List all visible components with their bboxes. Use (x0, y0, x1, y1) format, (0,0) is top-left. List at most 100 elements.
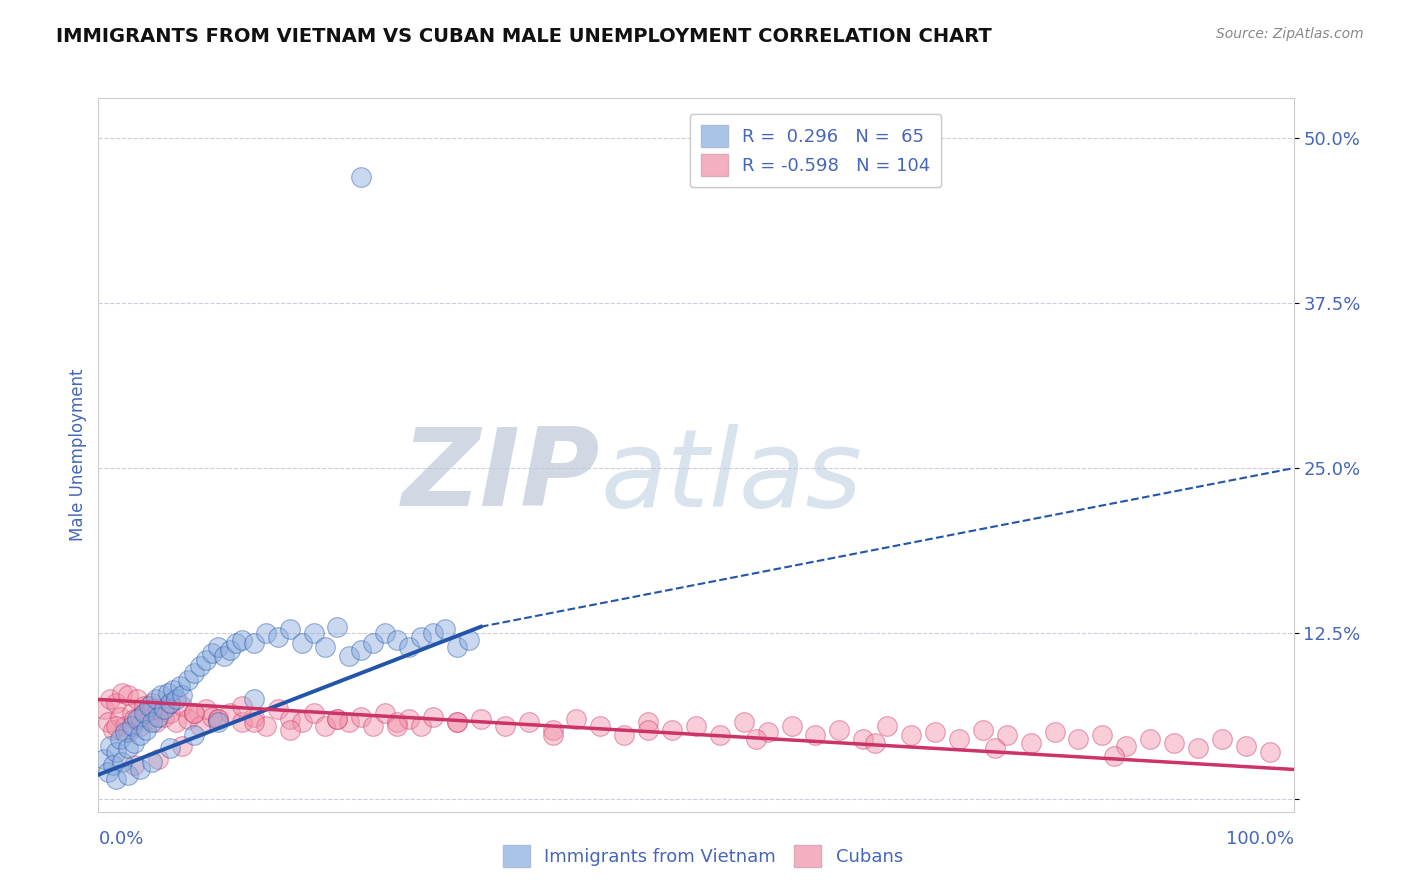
Point (117, 725, 139, 739)
Text: 100.0%: 100.0% (1226, 830, 1294, 847)
Point (105, 772, 128, 786)
Point (121, 706, 143, 720)
Point (105, 745, 128, 759)
Point (326, 712, 349, 726)
Point (900, 728, 922, 742)
Point (661, 723, 683, 737)
Point (165, 714, 187, 729)
Point (141, 755, 163, 769)
Point (565, 712, 588, 726)
Point (1067, 732, 1090, 747)
Legend: Immigrants from Vietnam, Cubans: Immigrants from Vietnam, Cubans (496, 838, 910, 874)
Point (1258, 745, 1281, 759)
Point (1115, 739, 1137, 753)
Point (637, 714, 659, 729)
Point (267, 701, 290, 715)
Legend: R =  0.296   N =  65, R = -0.598   N = 104: R = 0.296 N = 65, R = -0.598 N = 104 (690, 114, 941, 187)
Point (207, 714, 229, 729)
Point (177, 673, 200, 687)
Point (207, 712, 229, 726)
Point (183, 665, 205, 680)
Point (117, 741, 139, 756)
Point (733, 714, 755, 729)
Point (172, 689, 194, 703)
Point (243, 635, 266, 649)
Point (363, 635, 385, 649)
Point (172, 698, 194, 713)
Point (159, 697, 181, 711)
Point (637, 723, 659, 737)
Point (446, 640, 468, 654)
Point (541, 723, 564, 737)
Point (302, 706, 325, 720)
Point (169, 679, 191, 693)
Point (194, 701, 217, 715)
Point (1163, 736, 1185, 750)
Point (145, 714, 167, 729)
Point (1019, 736, 1042, 750)
Point (398, 712, 420, 726)
Y-axis label: Male Unemployment: Male Unemployment (69, 368, 87, 541)
Point (780, 719, 803, 733)
Point (685, 719, 707, 733)
Point (446, 714, 468, 729)
Point (141, 714, 163, 729)
Point (201, 709, 224, 723)
Point (124, 736, 146, 750)
Point (132, 698, 155, 713)
Point (254, 719, 277, 733)
Point (141, 701, 163, 715)
Point (135, 723, 157, 737)
Point (105, 719, 128, 733)
Point (194, 653, 217, 667)
Point (159, 697, 181, 711)
Point (201, 646, 224, 660)
Point (589, 719, 612, 733)
Point (876, 719, 898, 733)
Point (231, 632, 253, 647)
Point (101, 758, 124, 772)
Point (517, 714, 540, 729)
Point (350, 643, 373, 657)
Point (446, 714, 468, 729)
Point (219, 706, 242, 720)
Point (243, 692, 266, 706)
Point (138, 712, 160, 726)
Point (433, 623, 456, 637)
Point (363, 719, 385, 733)
Point (105, 697, 128, 711)
Point (165, 692, 187, 706)
Point (398, 640, 420, 654)
Point (422, 709, 444, 723)
Point (278, 723, 301, 737)
Point (494, 719, 516, 733)
Point (1234, 739, 1257, 753)
Point (1211, 732, 1233, 747)
Point (254, 626, 277, 640)
Point (111, 686, 134, 700)
Point (148, 701, 170, 715)
Point (101, 723, 124, 737)
Point (97, 714, 120, 729)
Point (135, 706, 157, 720)
Point (1139, 732, 1161, 747)
Point (129, 728, 152, 742)
Text: 0.0%: 0.0% (98, 830, 143, 847)
Point (541, 728, 564, 742)
Point (97, 765, 120, 780)
Point (863, 736, 886, 750)
Point (145, 692, 167, 706)
Point (111, 755, 134, 769)
Point (1091, 728, 1114, 742)
Point (141, 697, 163, 711)
Point (162, 683, 184, 698)
Point (924, 725, 946, 739)
Point (219, 643, 242, 657)
Point (267, 630, 290, 644)
Point (188, 659, 211, 673)
Point (756, 725, 779, 739)
Text: Source: ZipAtlas.com: Source: ZipAtlas.com (1216, 27, 1364, 41)
Point (458, 632, 481, 647)
Point (613, 728, 636, 742)
Point (117, 689, 139, 703)
